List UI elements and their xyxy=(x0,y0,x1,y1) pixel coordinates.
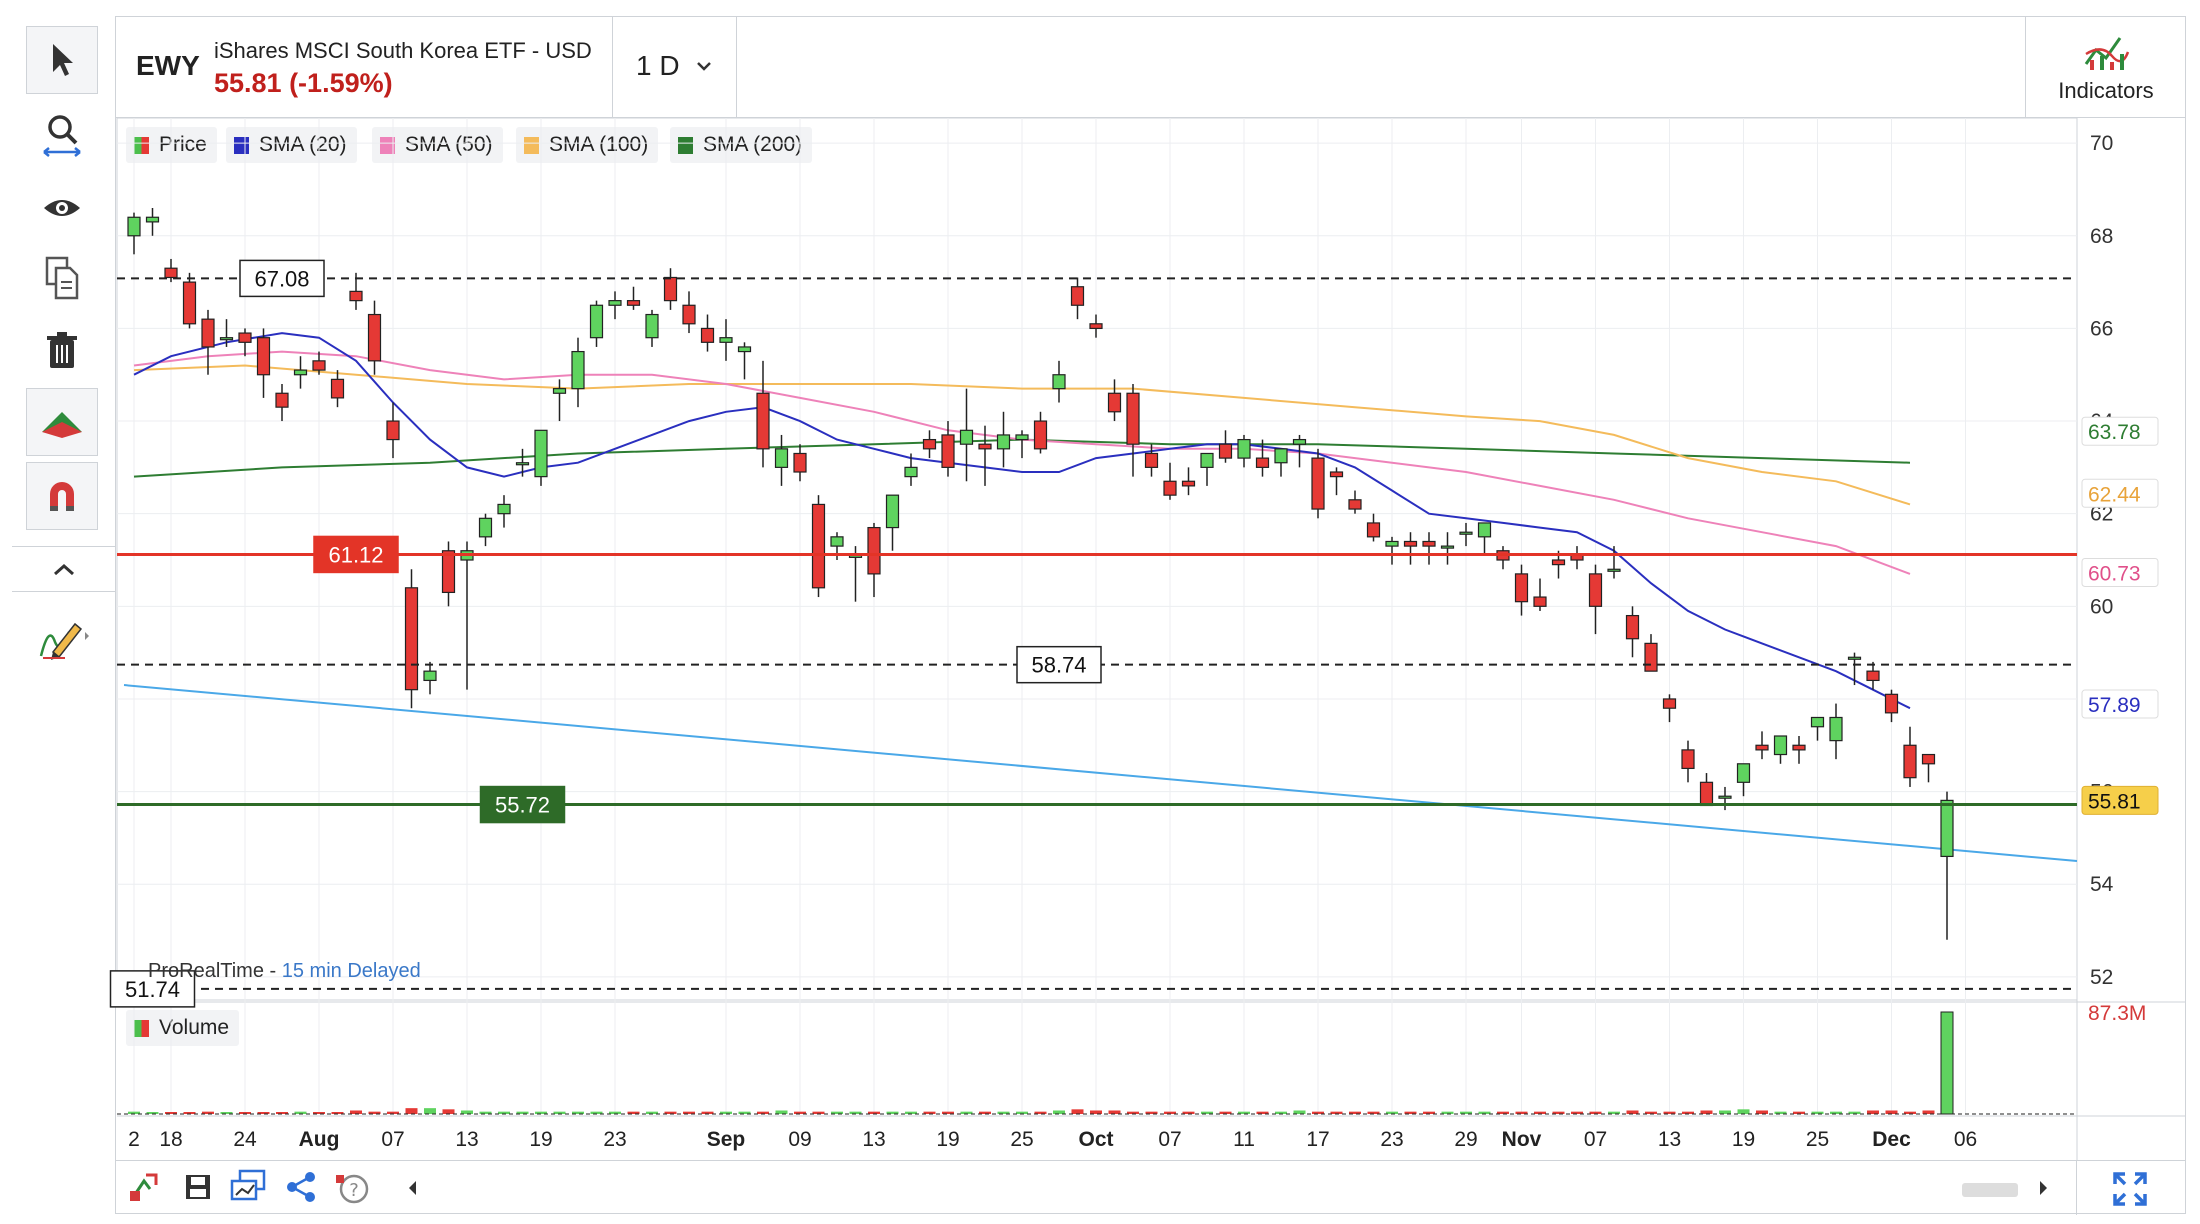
save-icon[interactable] xyxy=(184,1173,212,1201)
volume-swatch-icon xyxy=(134,1019,149,1037)
period-selector[interactable]: 1 D xyxy=(636,50,712,82)
scroll-right-icon[interactable] xyxy=(2036,1179,2050,1197)
symbol-label[interactable]: EWY xyxy=(136,50,200,81)
legend-label: SMA (50) xyxy=(405,133,493,156)
sma200-swatch-icon xyxy=(678,136,693,154)
legend-volume[interactable]: Volume xyxy=(126,1010,240,1046)
cursor-icon[interactable] xyxy=(26,26,98,94)
legend-label: SMA (20) xyxy=(259,133,347,156)
delay-label[interactable]: 15 min Delayed xyxy=(281,960,421,982)
legend-price[interactable]: Price xyxy=(126,127,217,163)
sma20-swatch-icon xyxy=(234,136,249,154)
sma50-swatch-icon xyxy=(380,136,395,154)
price-swatch-icon xyxy=(134,136,149,154)
price-change: 55.81 (-1.59%) xyxy=(214,68,393,98)
indicators-button[interactable]: Indicators xyxy=(2025,16,2186,117)
zoom-icon[interactable] xyxy=(26,100,98,168)
indicators-icon xyxy=(2084,37,2130,70)
legend-label: SMA (100) xyxy=(549,133,649,156)
period-label: 1 D xyxy=(636,50,680,81)
chart-header: EWY iShares MSCI South Korea ETF - USD 5… xyxy=(116,16,2186,118)
legend-sma20[interactable]: SMA (20) xyxy=(226,127,357,163)
scrollbar-thumb[interactable] xyxy=(1962,1183,2018,1197)
collapse-icon[interactable] xyxy=(12,546,116,592)
svg-text:?: ? xyxy=(349,1180,359,1201)
legend-sma200[interactable]: SMA (200) xyxy=(670,127,813,163)
layout-icon[interactable] xyxy=(228,1169,268,1205)
legend-sma100[interactable]: SMA (100) xyxy=(516,127,659,163)
bottom-divider xyxy=(2076,1161,2077,1215)
header-divider xyxy=(612,16,613,117)
legend-label: Volume xyxy=(159,1016,230,1039)
scroll-left-icon[interactable] xyxy=(406,1179,420,1197)
help-icon[interactable]: ? xyxy=(334,1171,370,1205)
chart-frame xyxy=(12,16,2186,1214)
pencil-icon[interactable] xyxy=(26,604,98,672)
header-divider xyxy=(736,16,737,117)
import-icon[interactable] xyxy=(126,1171,162,1205)
legend-label: SMA (200) xyxy=(703,133,803,156)
data-source-label: ProRealTime - 15 min Delayed xyxy=(148,960,421,983)
legend-label: Price xyxy=(159,133,207,156)
instrument-name: iShares MSCI South Korea ETF - USD xyxy=(214,38,592,63)
copy-icon[interactable] xyxy=(26,244,98,312)
brand-label: ProRealTime - xyxy=(148,960,282,982)
trash-icon[interactable] xyxy=(26,316,98,384)
legend-sma50[interactable]: SMA (50) xyxy=(372,127,503,163)
magnet-icon[interactable] xyxy=(26,462,98,530)
left-toolbar xyxy=(12,16,116,1214)
fullscreen-icon[interactable] xyxy=(2112,1171,2148,1207)
share-icon[interactable] xyxy=(284,1171,318,1203)
trend-icon[interactable] xyxy=(26,388,98,456)
bottom-toolbar: ? xyxy=(116,1160,2186,1215)
eye-icon[interactable] xyxy=(26,174,98,242)
indicators-label: Indicators xyxy=(2058,78,2154,103)
chevron-down-icon xyxy=(696,62,711,71)
sma100-swatch-icon xyxy=(524,136,539,154)
